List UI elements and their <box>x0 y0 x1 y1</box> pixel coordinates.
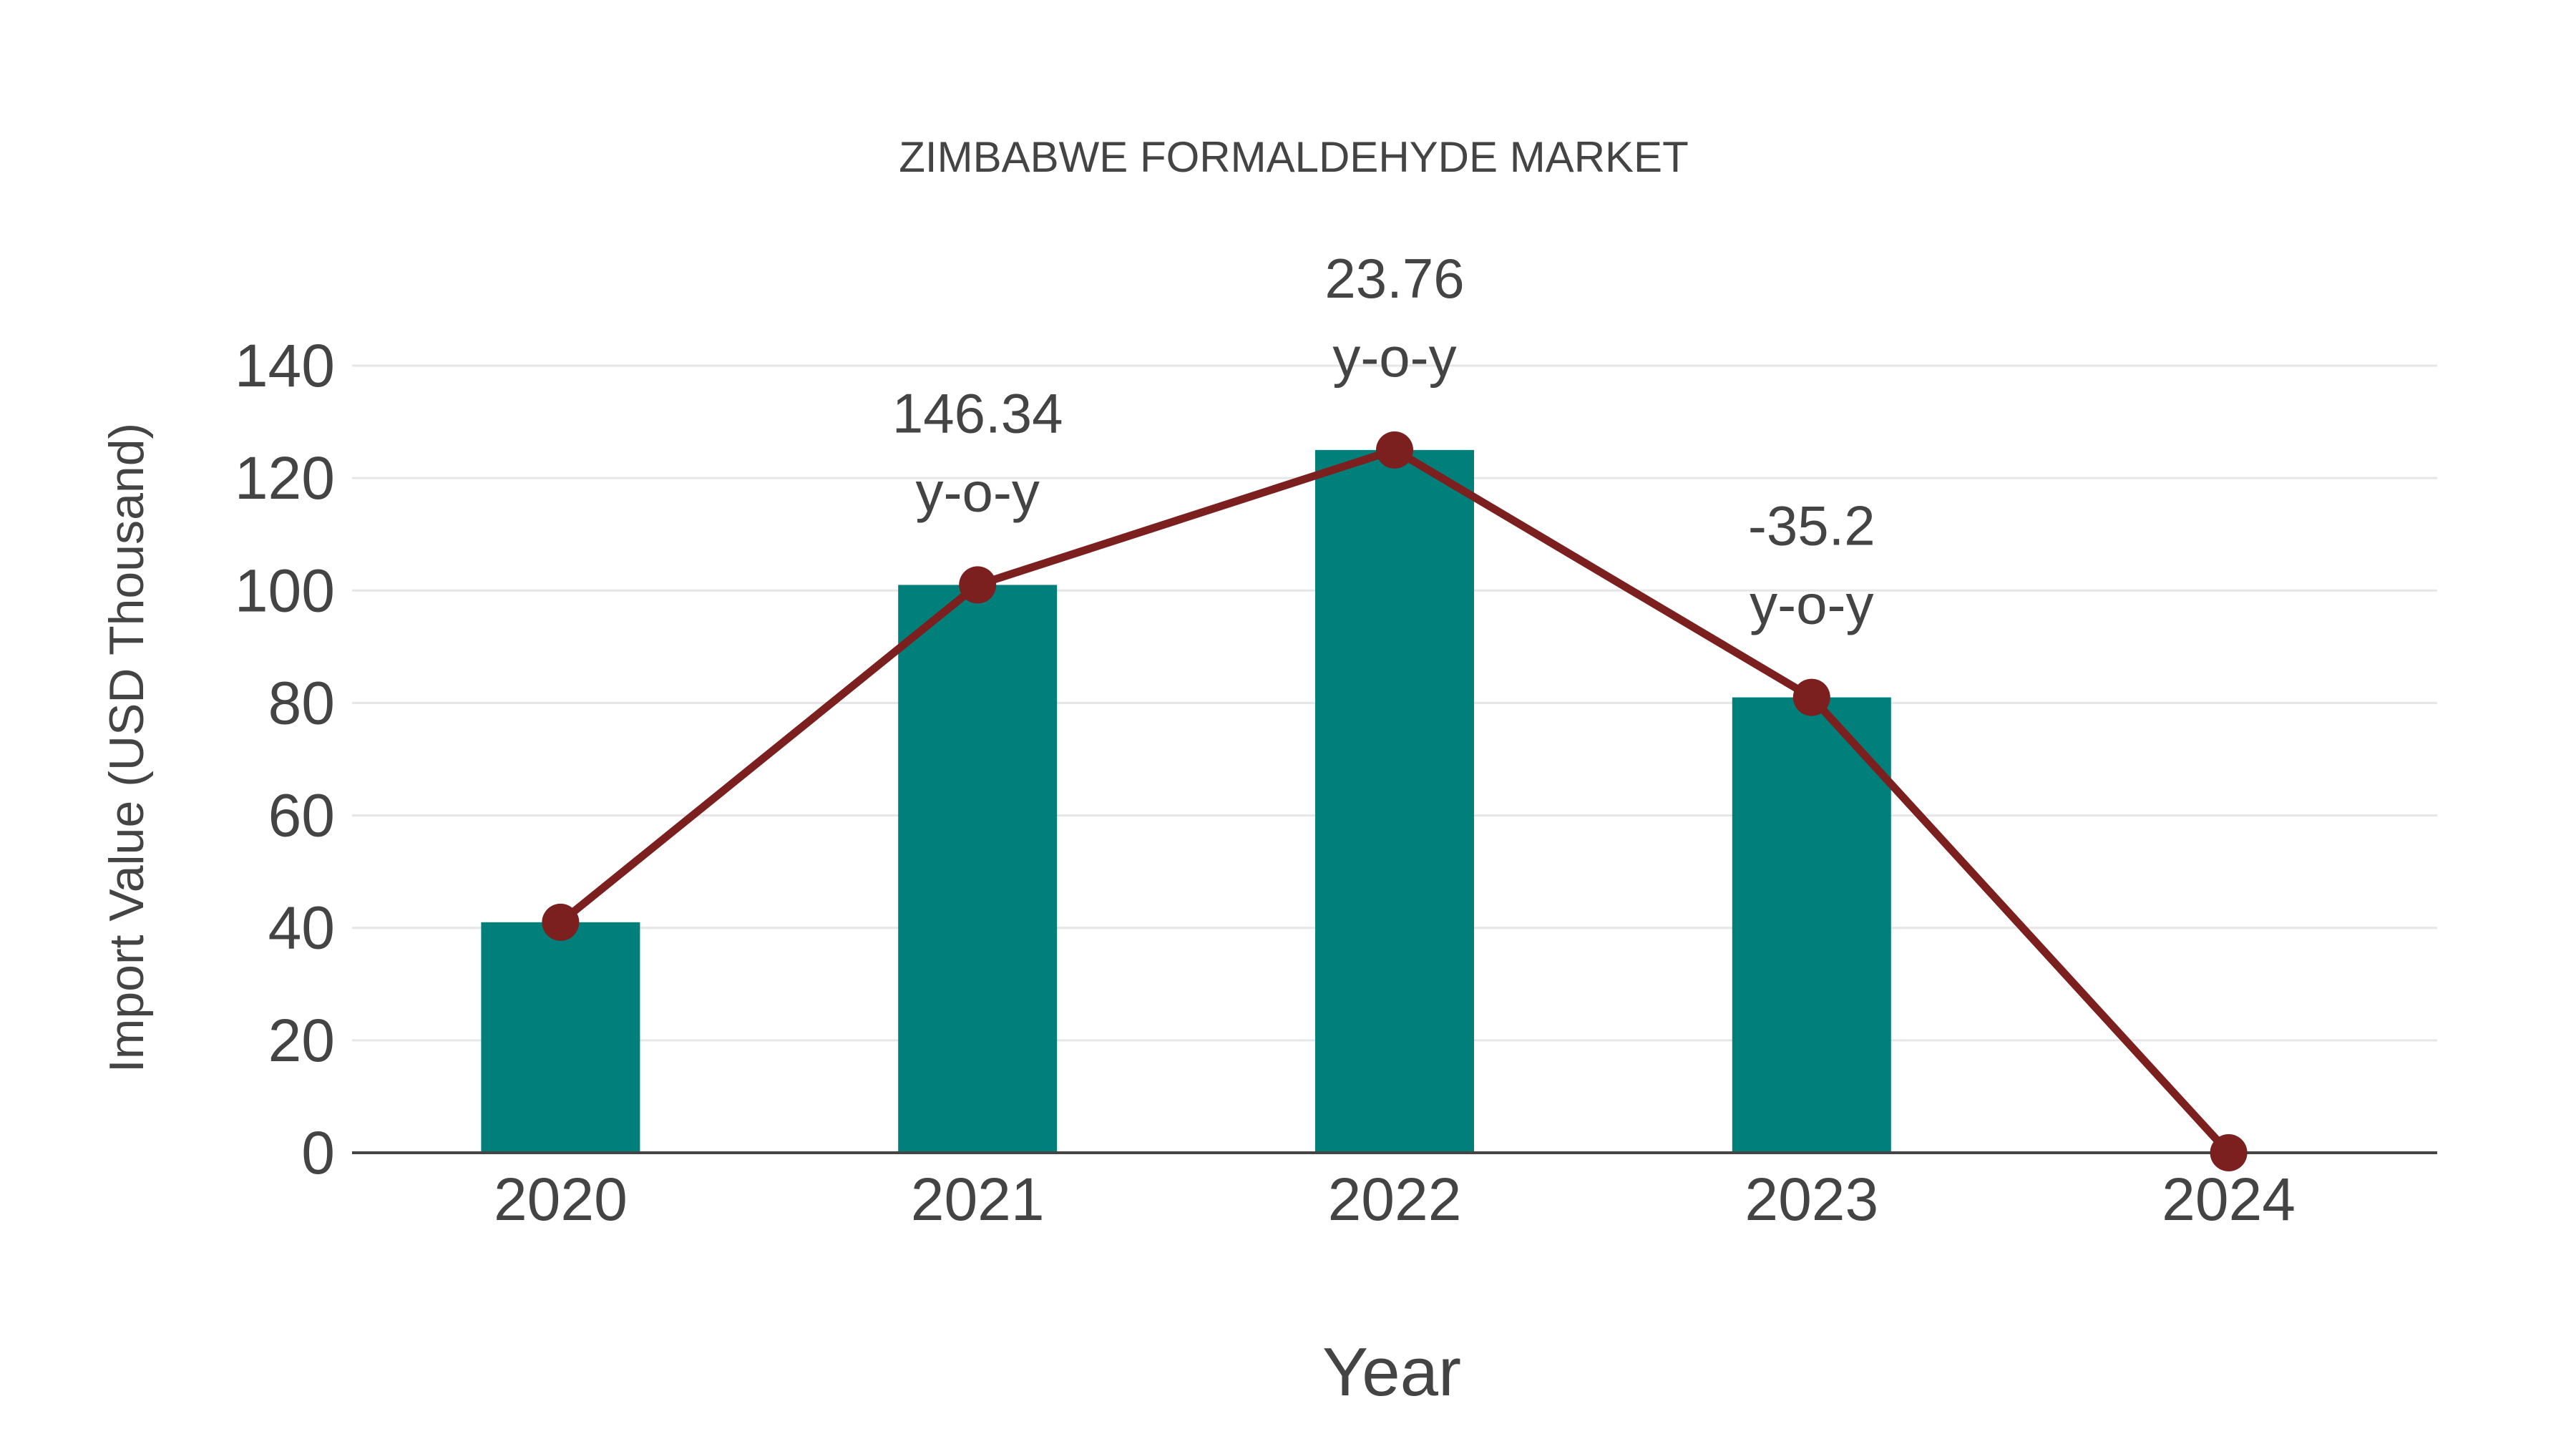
x-tick-label: 2020 <box>494 1166 628 1233</box>
line-marker <box>542 903 580 941</box>
y-tick-label: 140 <box>235 332 335 399</box>
y-tick-label: 20 <box>268 1007 335 1074</box>
y-tick-label: 40 <box>268 894 335 962</box>
yoy-annotation: -35.2 y-o-y <box>1748 494 1875 636</box>
bar <box>1315 449 1474 1153</box>
yoy-value: 23.76 <box>1324 247 1464 310</box>
line-marker <box>2210 1134 2248 1171</box>
yoy-value: -35.2 <box>1748 494 1875 557</box>
yoy-annotation: 23.76 y-o-y <box>1324 247 1464 389</box>
yoy-annotations: 146.34 y-o-y 23.76 y-o-y -35.2 y-o-y <box>892 247 1875 636</box>
y-tick-label: 120 <box>235 444 335 512</box>
line-marker <box>1376 431 1413 469</box>
y-axis-ticks: 0 20 40 60 80 100 120 140 <box>235 332 335 1186</box>
x-axis-ticks: 2020 2021 2022 2023 2024 <box>494 1166 2296 1233</box>
y-tick-label: 100 <box>235 557 335 624</box>
line-marker <box>1792 678 1830 716</box>
x-tick-label: 2021 <box>911 1166 1045 1233</box>
yoy-annotation: 146.34 y-o-y <box>892 381 1063 523</box>
bar <box>481 922 640 1153</box>
y-tick-label: 80 <box>268 669 335 736</box>
line-marker <box>959 566 997 604</box>
yoy-unit: y-o-y <box>916 460 1040 523</box>
chart-title: ZIMBABWE FORMALDEHYDE MARKET <box>899 133 1688 181</box>
x-tick-label: 2022 <box>1328 1166 1462 1233</box>
bar-series <box>481 449 1891 1153</box>
x-tick-label: 2024 <box>2162 1166 2296 1233</box>
line-series <box>542 431 2248 1171</box>
x-axis-title: Year <box>1322 1334 1461 1410</box>
y-axis-title: Import Value (USD Thousand) <box>99 423 154 1073</box>
yoy-unit: y-o-y <box>1750 573 1873 636</box>
bar <box>898 585 1058 1153</box>
bar <box>1732 697 1891 1153</box>
x-tick-label: 2023 <box>1745 1166 1878 1233</box>
y-tick-label: 0 <box>301 1119 335 1186</box>
yoy-unit: y-o-y <box>1332 326 1456 389</box>
yoy-value: 146.34 <box>892 381 1063 444</box>
y-tick-label: 60 <box>268 782 335 849</box>
